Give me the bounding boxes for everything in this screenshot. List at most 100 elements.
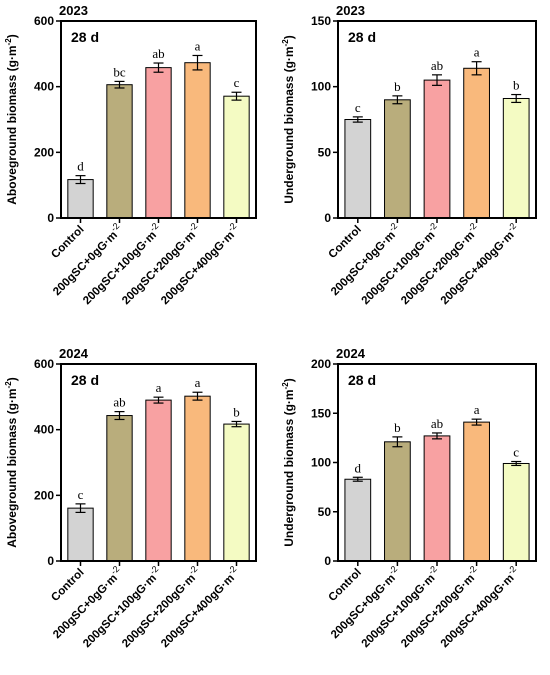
significance-label-2: ab	[113, 395, 125, 410]
y-tick-label-5: 200	[311, 357, 331, 371]
significance-label-1: c	[78, 487, 84, 502]
error-bar-4	[471, 61, 482, 76]
y-tick-label-1: 0	[324, 554, 331, 568]
bar-4	[463, 67, 490, 219]
error-bar-2	[114, 80, 125, 89]
y-tick-label-4: 150	[311, 14, 331, 28]
bar-5	[223, 423, 250, 562]
error-bar-3	[432, 74, 442, 86]
bar-4	[184, 62, 211, 219]
bar-2	[384, 99, 411, 219]
error-bar-2	[392, 436, 403, 448]
significance-label-3: ab	[152, 46, 164, 61]
x-category-label-2: 200gSC+0gG·m-2	[326, 221, 403, 298]
y-tick-label-3: 100	[311, 456, 331, 470]
inset-label: 28 d	[348, 29, 376, 45]
y-tick-label-3: 400	[34, 80, 54, 94]
year-label: 2023	[59, 3, 88, 18]
significance-label-2: b	[394, 420, 401, 435]
x-category-label-1: Control	[327, 567, 364, 604]
bar-1	[344, 119, 372, 219]
bar-1	[67, 507, 94, 562]
bar-1	[67, 179, 94, 219]
y-axis-title: Aboveground biomass (g·m-2)	[4, 377, 19, 547]
y-tick-label-4: 600	[34, 357, 54, 371]
significance-label-5: c	[513, 445, 519, 460]
y-tick-label-2: 200	[34, 145, 54, 159]
significance-label-1: c	[355, 100, 361, 115]
bar-5	[502, 462, 530, 562]
x-category-label-1: Control	[327, 224, 364, 261]
error-bar-4	[192, 391, 203, 401]
y-tick-label-4: 600	[34, 14, 54, 28]
error-bar-4	[471, 418, 482, 426]
y-tick-label-1: 0	[47, 211, 54, 225]
error-bar-2	[114, 411, 125, 421]
bar-4	[463, 421, 490, 562]
significance-label-5: b	[233, 404, 240, 419]
significance-label-5: b	[513, 78, 520, 93]
error-bar-3	[153, 62, 164, 73]
error-bar-5	[511, 93, 522, 104]
error-bar-5	[511, 460, 522, 467]
y-tick-label-3: 400	[34, 423, 54, 437]
error-bar-3	[153, 396, 164, 404]
x-category-label-1: Control	[49, 567, 86, 604]
significance-label-1: d	[77, 159, 84, 174]
significance-label-4: a	[195, 38, 201, 53]
x-category-label-2: 200gSC+0gG·m-2	[326, 564, 403, 641]
bar-2	[384, 441, 411, 562]
error-bar-5	[231, 91, 242, 101]
significance-label-4: a	[195, 375, 201, 390]
y-axis-title: Underground biomass (g·m-2)	[281, 378, 296, 546]
significance-label-4: a	[474, 402, 480, 417]
bar-3	[423, 435, 451, 562]
error-bar-4	[192, 54, 203, 71]
significance-label-2: bc	[113, 64, 126, 79]
y-tick-label-2: 50	[318, 145, 332, 159]
error-bar-3	[432, 432, 442, 440]
significance-label-1: d	[355, 460, 362, 475]
bar-2	[106, 415, 133, 562]
y-tick-label-1: 0	[47, 554, 54, 568]
inset-label: 28 d	[71, 29, 99, 45]
x-category-label-2: 200gSC+0gG·m-2	[48, 221, 125, 298]
error-bar-1	[352, 476, 363, 482]
error-bar-2	[392, 95, 403, 105]
x-category-label-1: Control	[49, 224, 86, 261]
year-label: 2024	[336, 346, 366, 361]
bar-5	[223, 95, 250, 219]
bar-5	[502, 97, 530, 219]
error-bar-1	[75, 503, 86, 514]
bar-3	[423, 79, 451, 219]
bar-4	[184, 395, 211, 562]
bar-3	[145, 399, 172, 562]
error-bar-1	[75, 175, 86, 185]
y-tick-label-4: 150	[311, 406, 331, 420]
y-tick-label-2: 50	[318, 505, 332, 519]
y-axis-title: Underground biomass (g·m-2)	[281, 35, 296, 203]
significance-label-3: ab	[431, 416, 443, 431]
inset-label: 28 d	[348, 372, 376, 388]
y-tick-label-1: 0	[324, 211, 331, 225]
x-category-label-2: 200gSC+0gG·m-2	[48, 564, 125, 641]
inset-label: 28 d	[71, 372, 99, 388]
bar-1	[344, 478, 372, 562]
chart-panel-2: cbabab050100150Control200gSC+0gG·m-2200g…	[281, 3, 537, 307]
error-bar-1	[352, 116, 363, 123]
bar-3	[145, 67, 172, 219]
significance-label-5: c	[234, 75, 240, 90]
significance-label-3: a	[156, 380, 162, 395]
y-tick-label-3: 100	[311, 80, 331, 94]
bar-2	[106, 84, 133, 219]
significance-label-2: b	[394, 79, 401, 94]
y-tick-label-2: 200	[34, 488, 54, 502]
error-bar-5	[231, 420, 242, 428]
year-label: 2024	[59, 346, 89, 361]
significance-label-4: a	[474, 45, 480, 60]
significance-label-3: ab	[431, 58, 443, 73]
